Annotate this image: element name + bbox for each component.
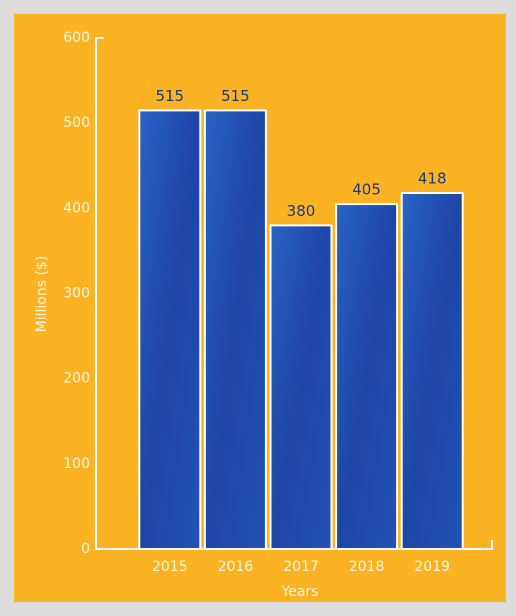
y-tick-label: 0 (81, 541, 90, 557)
y-tick-label: 400 (63, 200, 90, 216)
y-tick-label: 200 (63, 371, 90, 387)
y-tick-label: 500 (63, 115, 90, 131)
bar (138, 109, 202, 551)
y-tick-label: 100 (63, 456, 90, 472)
value-label: 418 (418, 170, 447, 188)
bar (335, 203, 399, 550)
bar (203, 109, 267, 551)
value-label: 515 (155, 87, 184, 105)
y-tick-label: 600 (63, 30, 90, 46)
y-tick-label: 300 (63, 286, 90, 302)
x-tick-label: 2019 (414, 559, 450, 575)
x-tick-label: 2018 (349, 559, 385, 575)
x-tick-label: 2017 (283, 559, 319, 575)
value-label: 405 (352, 181, 381, 199)
bar (269, 224, 333, 550)
value-label: 380 (287, 202, 316, 220)
x-tick-label: 2016 (218, 559, 254, 575)
axes (95, 37, 493, 550)
x-axis-label: Years (281, 584, 319, 600)
bar (400, 192, 464, 550)
value-label: 515 (221, 87, 250, 105)
x-tick-label: 2015 (152, 559, 188, 575)
y-axis-label: Millions ($) (34, 256, 50, 333)
